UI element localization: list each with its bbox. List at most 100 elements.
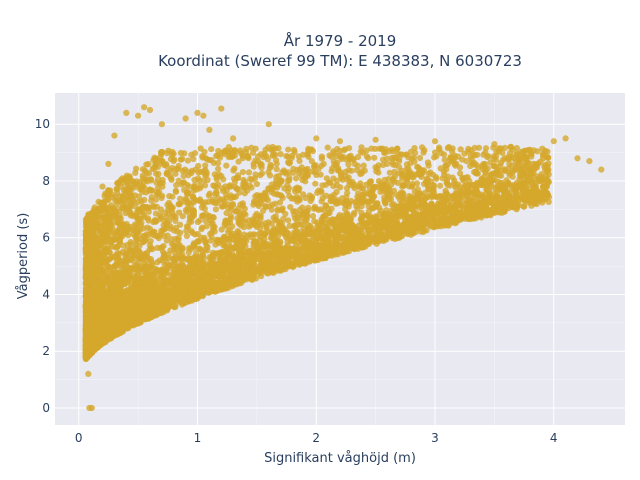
scatter-point [265, 144, 272, 151]
scatter-point [189, 193, 197, 200]
scatter-point [456, 216, 464, 223]
scatter-point [493, 148, 500, 155]
scatter-point [312, 180, 319, 187]
scatter-point [135, 228, 142, 235]
scatter-point [411, 145, 418, 152]
scatter-point [522, 154, 530, 161]
scatter-point [328, 168, 335, 175]
scatter-point [210, 182, 217, 189]
scatter-point [478, 181, 485, 189]
scatter-point [506, 160, 513, 167]
scatter-point [437, 182, 444, 189]
scatter-point [163, 170, 170, 177]
scatter-point [91, 204, 98, 211]
scatter-point [319, 182, 326, 189]
scatter-point [340, 217, 347, 224]
scatter-point [239, 169, 246, 176]
scatter-point [290, 169, 297, 176]
scatter-point [323, 175, 330, 182]
scatter-point [179, 213, 186, 220]
scatter-point [318, 153, 325, 160]
scatter-point [407, 148, 414, 155]
x-tick-label: 1 [194, 431, 202, 445]
scatter-point [395, 191, 402, 198]
scatter-point [179, 261, 186, 268]
scatter-point [212, 206, 219, 213]
y-tick-label: 8 [42, 174, 50, 188]
scatter-point [380, 161, 387, 168]
scatter-point [261, 235, 268, 243]
scatter-point [164, 232, 171, 239]
scatter-point [344, 211, 351, 218]
scatter-point [360, 162, 367, 169]
scatter-point [324, 144, 331, 151]
scatter-point [302, 178, 309, 185]
scatter-point [388, 146, 395, 153]
scatter-point [245, 169, 253, 176]
scatter-point [214, 160, 222, 167]
scatter-point [196, 177, 203, 185]
scatter-point [348, 197, 355, 205]
scatter-point [364, 198, 371, 205]
y-tick-label: 2 [42, 344, 50, 358]
x-tick-label: 3 [431, 431, 439, 445]
x-tick-label: 4 [550, 431, 558, 445]
scatter-point [213, 152, 220, 159]
scatter-point [437, 165, 444, 172]
scatter-point [235, 158, 242, 165]
scatter-point [206, 190, 213, 197]
scatter-point [257, 172, 264, 179]
scatter-point [273, 166, 280, 173]
scatter-point [335, 214, 342, 221]
y-tick-label: 4 [42, 287, 50, 301]
scatter-point [413, 180, 421, 187]
scatter-point [266, 203, 273, 210]
scatter-point [183, 233, 190, 240]
scatter-point [133, 165, 140, 172]
scatter-point [277, 151, 284, 158]
scatter-point [291, 238, 298, 245]
scatter-point [127, 257, 134, 264]
scatter-point [449, 145, 456, 152]
scatter-point [160, 243, 167, 250]
scatter-point [170, 241, 177, 248]
scatter-point [442, 162, 450, 169]
scatter-point [508, 143, 515, 150]
scatter-point [141, 196, 148, 203]
scatter-point [119, 204, 126, 211]
scatter-point [110, 228, 117, 236]
scatter-point [132, 233, 139, 240]
scatter-point [457, 146, 464, 153]
scatter-point [290, 146, 298, 154]
scatter-point [337, 169, 344, 176]
scatter-point [311, 163, 318, 170]
scatter-point [493, 153, 500, 160]
scatter-point [218, 203, 225, 210]
scatter-point [104, 264, 111, 271]
scatter-point [272, 200, 279, 207]
scatter-point [118, 198, 125, 205]
scatter-point [177, 149, 184, 157]
scatter-point [127, 209, 134, 216]
scatter-point [197, 145, 204, 152]
scatter-point [223, 162, 230, 169]
scatter-point [276, 199, 284, 206]
scatter-point [177, 195, 184, 202]
scatter-point [152, 155, 159, 162]
scatter-point [286, 174, 293, 181]
scatter-point [155, 170, 162, 177]
scatter-point [145, 161, 152, 168]
scatter-point [300, 225, 307, 232]
scatter-point [420, 149, 427, 156]
scatter-point [482, 145, 490, 152]
scatter-point [363, 147, 370, 154]
scatter-point [416, 154, 424, 162]
scatter-point [386, 169, 393, 176]
scatter-point [399, 175, 406, 182]
scatter-point [213, 176, 220, 183]
scatter-point [344, 189, 351, 196]
scatter-point [208, 146, 215, 153]
y-tick-label: 6 [42, 231, 50, 245]
